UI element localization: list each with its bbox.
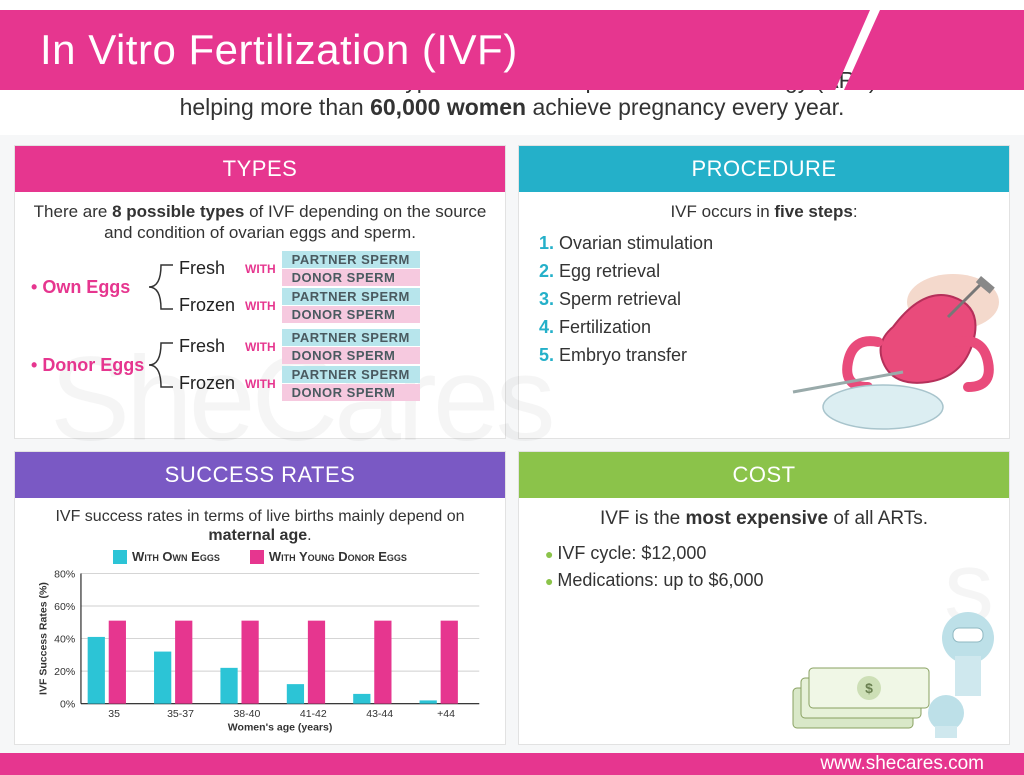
egg-source-label: Own Eggs: [31, 277, 143, 298]
success-header: SUCCESS RATES: [15, 452, 505, 498]
sperm-kind: PARTNER SPERM: [282, 366, 420, 383]
svg-text:IVF Success Rates (%): IVF Success Rates (%): [37, 582, 49, 695]
page-title: In Vitro Fertilization (IVF): [40, 26, 518, 74]
svg-text:0%: 0%: [60, 698, 75, 710]
svg-text:38-40: 38-40: [233, 708, 260, 720]
cost-item: Medications: up to $6,000: [545, 567, 805, 594]
procedure-header: PROCEDURE: [519, 146, 1009, 192]
with-label: WITH: [245, 262, 276, 276]
legend-item: With Own Eggs: [113, 549, 220, 564]
sperm-kind: PARTNER SPERM: [282, 288, 420, 305]
egg-source-label: Donor Eggs: [31, 355, 143, 376]
svg-text:20%: 20%: [54, 666, 75, 678]
uterus-illustration: [783, 272, 1003, 432]
procedure-step: 1. Ovarian stimulation: [539, 230, 993, 258]
svg-text:60%: 60%: [54, 601, 75, 613]
svg-text:40%: 40%: [54, 633, 75, 645]
cost-card: s COST IVF is the most expensive of all …: [518, 451, 1010, 745]
egg-state-row: Fresh WITH PARTNER SPERMDONOR SPERM: [179, 329, 420, 364]
success-intro: IVF success rates in terms of live birth…: [31, 508, 489, 545]
sperm-kind: PARTNER SPERM: [282, 251, 420, 268]
sperm-kind: PARTNER SPERM: [282, 329, 420, 346]
procedure-intro: IVF occurs in five steps:: [535, 202, 993, 222]
success-card: SUCCESS RATES IVF success rates in terms…: [14, 451, 506, 745]
sperm-kind: DONOR SPERM: [282, 306, 420, 323]
with-label: WITH: [245, 340, 276, 354]
svg-text:43-44: 43-44: [366, 708, 393, 720]
cost-intro: IVF is the most expensive of all ARTs.: [535, 508, 993, 530]
with-label: WITH: [245, 377, 276, 391]
legend-item: With Young Donor Eggs: [250, 549, 407, 564]
egg-state-label: Fresh: [179, 258, 239, 279]
egg-source-block: Own EggsFreshWITHPARTNER SPERMDONOR SPER…: [31, 251, 489, 323]
procedure-card: PROCEDURE IVF occurs in five steps: 1. O…: [518, 145, 1010, 439]
types-header: TYPES: [15, 146, 505, 192]
cost-list: IVF cycle: $12,000 Medications: up to $6…: [535, 540, 993, 594]
svg-text:41-42: 41-42: [300, 708, 327, 720]
egg-state-row: Fresh WITH PARTNER SPERMDONOR SPERM: [179, 251, 420, 286]
svg-text:+44: +44: [437, 708, 455, 720]
egg-state-label: Frozen: [179, 295, 239, 316]
egg-source-block: Donor EggsFreshWITHPARTNER SPERMDONOR SP…: [31, 329, 489, 401]
card-grid: TYPES There are 8 possible types of IVF …: [0, 135, 1024, 753]
header-band: In Vitro Fertilization (IVF): [0, 10, 870, 90]
types-intro: There are 8 possible types of IVF depend…: [31, 202, 489, 243]
sperm-kind: DONOR SPERM: [282, 384, 420, 401]
svg-text:Women's age (years): Women's age (years): [228, 721, 333, 733]
sperm-kind: DONOR SPERM: [282, 347, 420, 364]
with-label: WITH: [245, 299, 276, 313]
cost-header: COST: [519, 452, 1009, 498]
footer: www.shecares.com: [0, 753, 1024, 775]
money-lab-illustration: $: [783, 598, 1003, 738]
egg-state-label: Frozen: [179, 373, 239, 394]
chart-legend: With Own Eggs With Young Donor Eggs: [31, 549, 489, 564]
egg-state-row: Frozen WITH PARTNER SPERMDONOR SPERM: [179, 288, 420, 323]
header-chevron: [844, 10, 1024, 90]
sperm-kind: DONOR SPERM: [282, 269, 420, 286]
types-tree: Own EggsFreshWITHPARTNER SPERMDONOR SPER…: [31, 251, 489, 401]
svg-text:35-37: 35-37: [167, 708, 194, 720]
svg-text:$: $: [865, 680, 873, 696]
header: In Vitro Fertilization (IVF): [0, 0, 1024, 49]
footer-url: www.shecares.com: [820, 753, 984, 775]
success-chart: 0% 20% 40% 60% 80% 35 35-37 38-40 41-42 43-44 +44 W…: [35, 566, 485, 736]
egg-state-row: Frozen WITH PARTNER SPERMDONOR SPERM: [179, 366, 420, 401]
cost-item: IVF cycle: $12,000: [545, 540, 805, 567]
types-card: TYPES There are 8 possible types of IVF …: [14, 145, 506, 439]
svg-text:80%: 80%: [54, 568, 75, 580]
egg-state-label: Fresh: [179, 336, 239, 357]
svg-text:35: 35: [108, 708, 120, 720]
